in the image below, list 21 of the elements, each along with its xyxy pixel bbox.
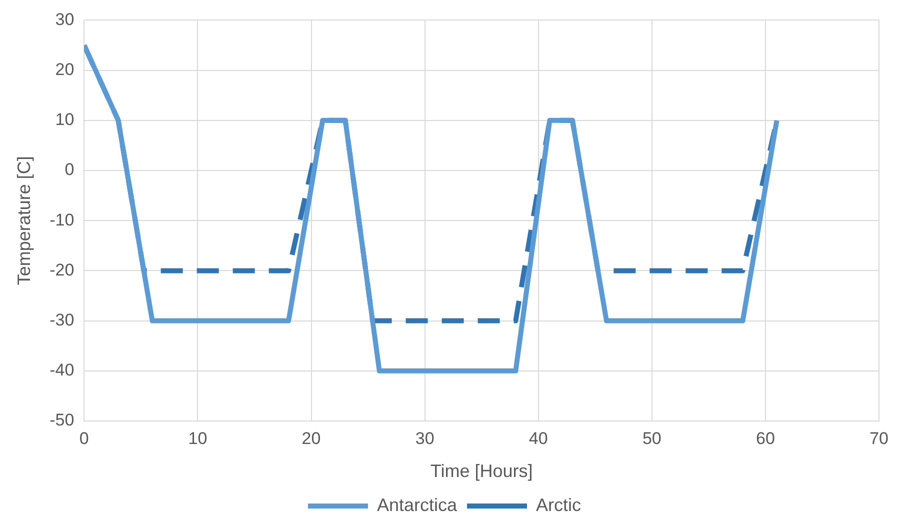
x-tick-label: 30 bbox=[415, 428, 434, 448]
legend-label: Arctic bbox=[536, 494, 582, 515]
x-tick-label: 70 bbox=[870, 428, 888, 448]
y-tick-label: -40 bbox=[50, 360, 74, 380]
x-tick-label: 0 bbox=[79, 428, 89, 448]
y-tick-label: 20 bbox=[55, 60, 74, 79]
x-tick-label: 20 bbox=[302, 428, 321, 448]
y-tick-label: -50 bbox=[50, 410, 74, 430]
y-tick-label: 0 bbox=[64, 160, 74, 180]
legend-label: Antarctica bbox=[376, 494, 458, 515]
x-tick-label: 10 bbox=[188, 428, 208, 448]
y-tick-label: -10 bbox=[50, 210, 74, 230]
y-axis-title: Temperature [C] bbox=[14, 156, 34, 286]
x-tick-label: 40 bbox=[528, 428, 548, 448]
x-tick-label: 60 bbox=[756, 428, 775, 448]
x-tick-label: 50 bbox=[642, 428, 662, 448]
y-tick-label: 30 bbox=[55, 10, 74, 29]
y-tick-label: -20 bbox=[50, 260, 74, 280]
x-axis-title: Time [Hours] bbox=[430, 461, 533, 482]
y-tick-label: -30 bbox=[50, 310, 74, 330]
y-tick-label: 10 bbox=[55, 110, 74, 130]
